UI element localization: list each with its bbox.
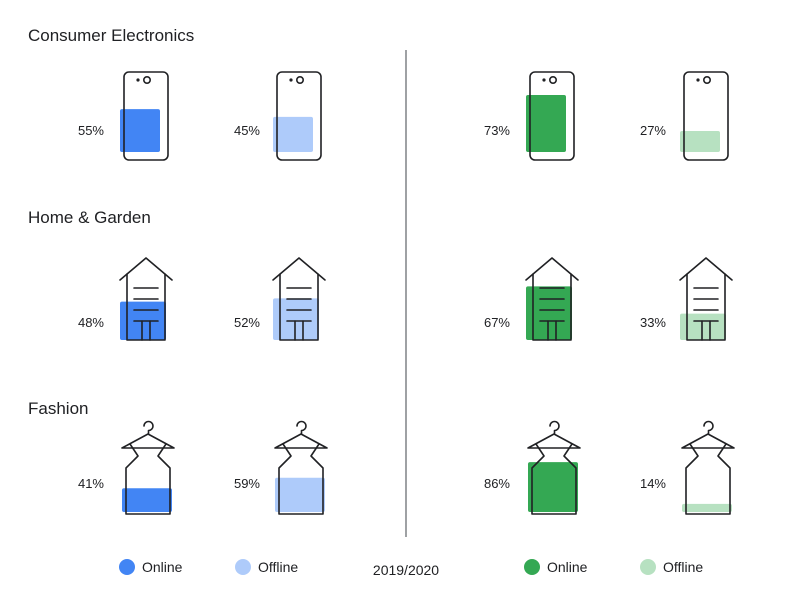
legend-label-right-offline: Offline [663, 559, 703, 575]
fill-bar-right-online [528, 462, 578, 512]
percent-label-left-offline: 45% [234, 123, 260, 138]
house-icon [272, 257, 326, 341]
percent-label-right-offline: 27% [640, 123, 666, 138]
percent-label-left-online: 41% [78, 476, 104, 491]
percent-label-left-offline: 59% [234, 476, 260, 491]
fill-bar-left-offline [273, 298, 319, 340]
house-icon [679, 257, 733, 341]
percent-label-right-online: 73% [484, 123, 510, 138]
percent-label-right-online: 67% [484, 315, 510, 330]
category-rows: Consumer Electronics 55% 45% 73% 27% Home & G… [28, 26, 735, 515]
house-icon [525, 257, 579, 341]
fill-bar-right-online [526, 95, 566, 152]
dress-on-hanger-icon [681, 420, 735, 515]
center-label: 2019/2020 [373, 562, 439, 578]
legend-swatch-left-offline [235, 559, 251, 575]
category-consumer-electronics: Consumer Electronics 55% 45% 73% 27% [28, 26, 729, 161]
dress-on-hanger-icon [274, 420, 328, 515]
legend-swatch-right-offline [640, 559, 656, 575]
dress-on-hanger-icon [121, 420, 175, 515]
phone-icon [526, 71, 575, 161]
fill-bar-right-offline [680, 130, 720, 152]
fill-bar-left-offline [275, 477, 325, 512]
legend-label-right-online: Online [547, 559, 588, 575]
percent-label-right-online: 86% [484, 476, 510, 491]
category-title: Fashion [28, 399, 88, 418]
phone-icon [680, 71, 729, 161]
phone-icon [273, 71, 322, 161]
phone-icon [120, 71, 169, 161]
fill-bar-left-online [120, 109, 160, 152]
percent-label-right-offline: 14% [640, 476, 666, 491]
legend-label-left-online: Online [142, 559, 183, 575]
legend: Online Offline 2019/2020 Online Offline [119, 559, 703, 578]
percent-label-right-offline: 33% [640, 315, 666, 330]
category-fashion: Fashion 41% 59% 86% 14% [28, 399, 735, 515]
percent-label-left-online: 48% [78, 315, 104, 330]
category-title: Consumer Electronics [28, 26, 194, 45]
house-icon [119, 257, 173, 341]
percent-label-left-offline: 52% [234, 315, 260, 330]
legend-label-left-offline: Offline [258, 559, 298, 575]
fill-bar-left-online [122, 488, 172, 512]
legend-swatch-left-online [119, 559, 135, 575]
percent-label-left-online: 55% [78, 123, 104, 138]
dress-on-hanger-icon [527, 420, 581, 515]
fill-bar-left-offline [273, 116, 313, 152]
fill-bar-right-offline [682, 503, 732, 512]
category-home-garden: Home & Garden 48% 52% 67% 33% [28, 208, 733, 341]
category-title: Home & Garden [28, 208, 151, 227]
legend-swatch-right-online [524, 559, 540, 575]
